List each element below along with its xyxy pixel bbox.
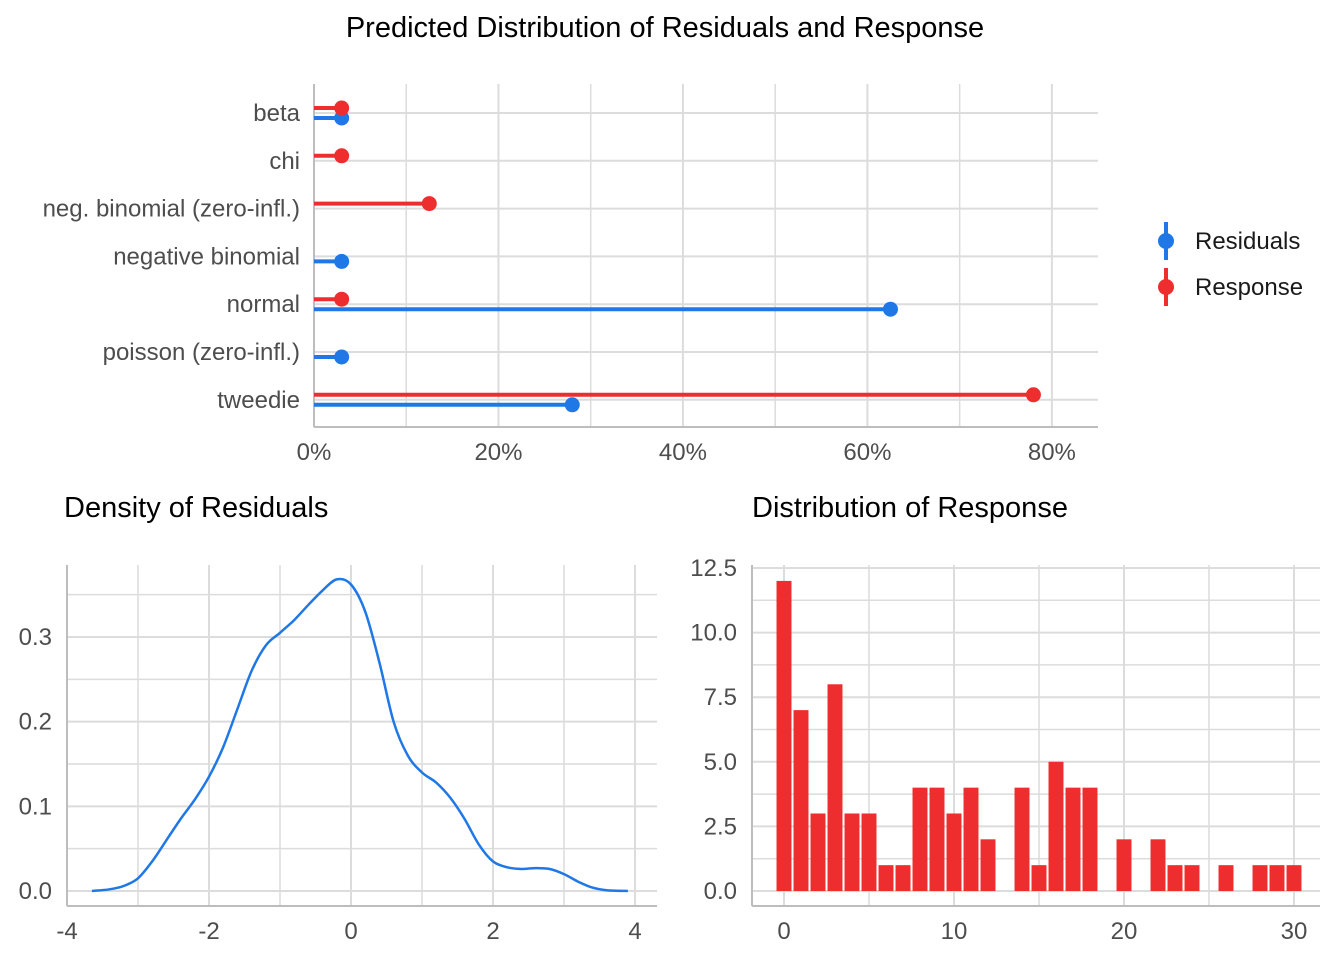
predicted-distribution-chart: Predicted Distribution of Residuals and … [43,12,1304,466]
residuals-point-negative-binomial [334,253,350,269]
x-tick-label: 2 [486,918,499,945]
y-tick-label: 12.5 [690,555,737,582]
histogram-bar [1065,787,1081,891]
category-label: tweedie [217,387,300,414]
y-tick-label: 0.0 [19,878,52,905]
category-label: chi [269,148,300,175]
x-tick-label: 40% [659,439,707,466]
response-point-normal [334,291,350,307]
y-tick-label: 0.0 [704,878,737,905]
histogram-bar [810,813,826,891]
x-tick-label: 10 [941,918,968,945]
residuals-point-tweedie [564,397,580,413]
category-label: neg. binomial (zero-infl.) [43,196,300,223]
histogram-bar [1167,865,1183,891]
x-tick-label: 60% [843,439,891,466]
residuals-point-poisson-zero-infl [334,349,350,365]
histogram-bar [1082,787,1098,891]
top-chart-title: Predicted Distribution of Residuals and … [346,12,984,44]
distribution-of-response-chart: Distribution of Response 0 10 20 30 0.0 2.5 5.… [690,492,1320,945]
histogram-bar [1014,787,1030,891]
category-label: negative binomial [113,243,300,270]
histogram-bar [1218,865,1234,891]
response-point-tweedie [1025,387,1041,403]
histogram-bar [776,580,792,891]
y-tick-label: 5.0 [704,749,737,776]
density-line [91,577,628,893]
density-chart-marks [91,577,628,893]
y-tick-label: 0.3 [19,624,52,651]
y-tick-label: 10.0 [690,620,737,647]
histogram-bar [980,839,996,891]
x-tick-label: -4 [56,918,77,945]
histogram-bar [946,813,962,891]
histogram-bar [1116,839,1132,891]
legend-label: Response [1195,274,1303,301]
y-tick-label: 7.5 [704,684,737,711]
response-point-neg-binomial-zero-infl [421,196,437,212]
top-chart-labels: 0% 20% 40% 60% 80% beta chi neg. binomial (zero… [43,100,1076,466]
density-chart-grid [66,565,657,907]
x-tick-label: 0 [777,918,790,945]
residuals-point-normal [882,301,898,317]
histogram-bar [963,787,979,891]
histogram-bar [912,787,928,891]
response-chart-title: Distribution of Response [752,492,1068,524]
histogram-bar [1031,865,1047,891]
histogram-bar [1184,865,1200,891]
histogram-bar [878,865,894,891]
legend-label: Residuals [1195,228,1300,255]
histogram-bar [1048,761,1064,891]
histogram-bar [861,813,877,891]
x-tick-label: -2 [198,918,219,945]
response-chart-grid [751,565,1320,907]
legend-key-point [1158,233,1174,249]
histogram-bar [1269,865,1285,891]
x-tick-label: 0 [344,918,357,945]
response-point-beta [334,100,350,116]
histogram-bar [793,710,809,891]
category-label: beta [253,100,300,127]
top-chart-grid [313,84,1098,428]
legend: Residuals Response [1158,222,1303,306]
y-tick-label: 2.5 [704,813,737,840]
x-tick-label: 20% [474,439,522,466]
y-tick-label: 0.2 [19,709,52,736]
top-chart-marks [314,100,1041,413]
legend-key-point [1158,279,1174,295]
histogram-bar [1286,865,1302,891]
x-tick-label: 0% [297,439,332,466]
histogram-bar [1150,839,1166,891]
response-point-chi [334,148,350,164]
x-tick-label: 80% [1028,439,1076,466]
y-tick-label: 0.1 [19,793,52,820]
x-tick-label: 30 [1281,918,1308,945]
density-chart-title: Density of Residuals [64,492,328,524]
x-tick-label: 20 [1111,918,1138,945]
response-chart-labels: 0 10 20 30 0.0 2.5 5.0 7.5 10.0 12.5 [690,555,1307,945]
density-of-residuals-chart: Density of Residuals -4 -2 0 2 4 0.0 0.1 0.2 0.3 [19,492,657,945]
category-label: normal [227,291,300,318]
histogram-bar [895,865,911,891]
histogram-bar [827,684,843,891]
density-chart-labels: -4 -2 0 2 4 0.0 0.1 0.2 0.3 [19,624,642,945]
category-label: poisson (zero-infl.) [103,339,300,366]
histogram-bar [844,813,860,891]
x-tick-label: 4 [628,918,641,945]
histogram-bar [929,787,945,891]
histogram-bar [1252,865,1268,891]
response-chart-marks [776,580,1302,891]
